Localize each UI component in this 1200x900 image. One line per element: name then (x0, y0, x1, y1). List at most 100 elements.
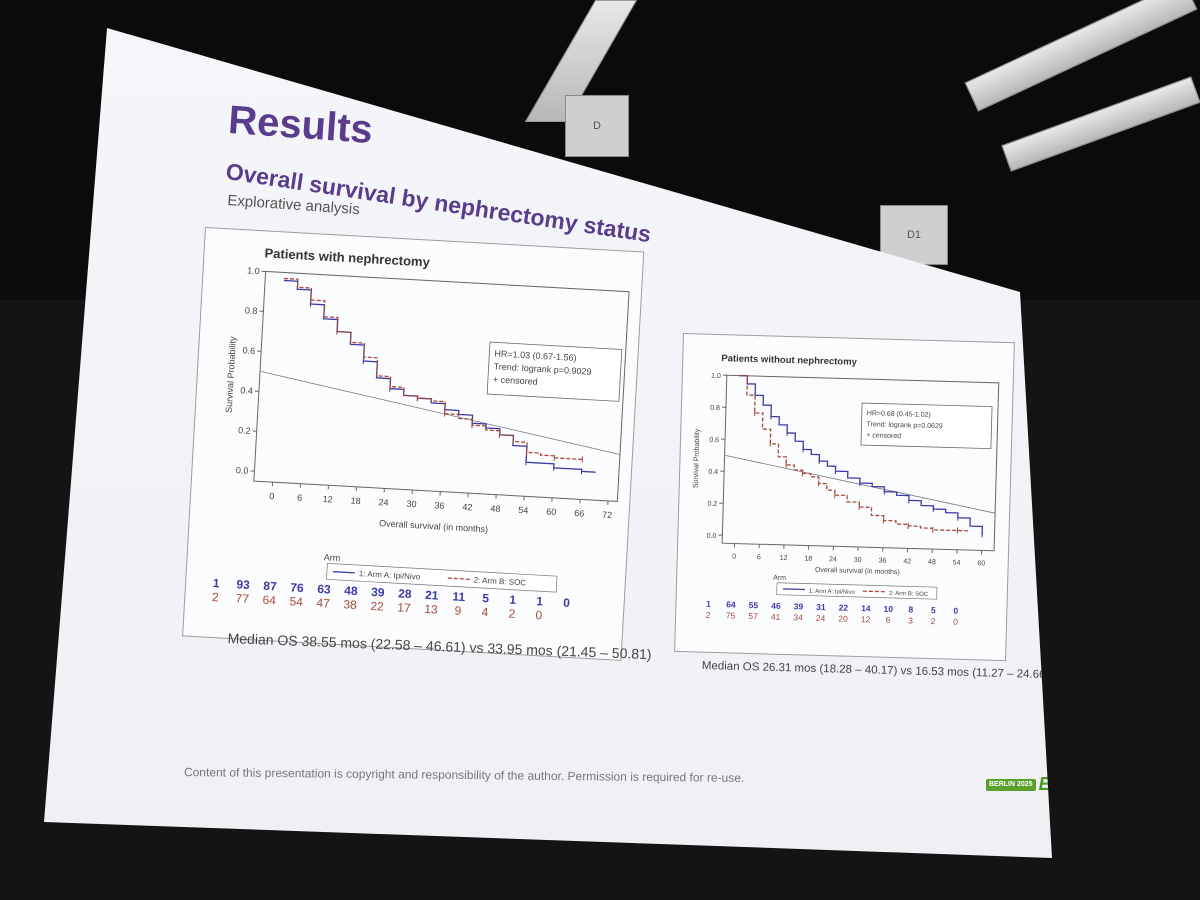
x-tick-label: 12 (780, 555, 788, 562)
y-tick-label: 0.0 (707, 533, 717, 540)
risk-count-arm-b: 2 (706, 610, 711, 620)
legend-box (776, 582, 938, 600)
km-panel-without-nephrectomy: Patients without nephrectomy 0.0 0.2 0.4 0.6… (674, 333, 1015, 662)
x-tick-label: 48 (928, 559, 936, 566)
risk-count-arm-b: 4 (481, 605, 489, 619)
risk-count-arm-b: 13 (424, 602, 438, 617)
x-tick-label: 66 (574, 508, 585, 519)
risk-count-arm-a: 76 (290, 580, 304, 595)
risk-count-arm-a: 10 (884, 604, 894, 614)
legend-label: 1: Arm A: Ipi/Nivo (809, 589, 856, 596)
median-os-right: Median OS 26.31 mos (18.28 – 40.17) vs 1… (701, 660, 1050, 682)
km-chart-with-nephrectomy: Patients with nephrectomy 0.0 0.2 0.4 0.6 0.8… (212, 245, 630, 622)
stats-line: HR=1.03 (0.67-1.56) (494, 348, 577, 363)
risk-count-arm-b: 75 (726, 610, 736, 620)
plot-frame (253, 270, 630, 502)
risk-count-arm-a: 28 (398, 586, 412, 601)
risk-count-arm-a: 1 (212, 576, 220, 590)
risk-count-arm-b: 24 (816, 613, 826, 623)
risk-count-arm-b: 2 (508, 607, 516, 621)
median-reference-line (259, 370, 621, 455)
risk-count-arm-b: 38 (343, 597, 357, 612)
chart-title: Patients with nephrectomy (264, 245, 431, 269)
risk-count-arm-b: 64 (262, 593, 276, 608)
risk-count-arm-a: 5 (931, 605, 936, 615)
risk-count-arm-a: 0 (953, 606, 958, 616)
risk-count-arm-a: 11 (452, 589, 466, 604)
chart-title: Patients without nephrectomy (721, 353, 858, 368)
legend-box (326, 562, 558, 593)
copyright-footer: Content of this presentation is copyrigh… (183, 765, 745, 785)
risk-count-arm-b: 57 (748, 611, 758, 621)
stats-line: + censored (493, 374, 538, 386)
risk-count-arm-a: 21 (425, 588, 439, 603)
room-sign-d: D (565, 95, 629, 157)
risk-count-arm-b: 22 (370, 599, 384, 614)
legend-title: Arm (323, 552, 340, 563)
y-tick-label: 0.6 (709, 437, 719, 444)
risk-count-arm-a: 5 (482, 591, 490, 605)
risk-count-arm-a: 0 (563, 596, 571, 610)
km-curve-arm-b (739, 374, 970, 532)
risk-count-arm-a: 22 (839, 602, 849, 612)
legend-label: 1: Arm A: Ipi/Nivo (359, 569, 421, 581)
risk-count-arm-b: 6 (886, 615, 891, 625)
x-tick-label: 36 (434, 500, 445, 511)
x-tick-label: 6 (757, 554, 761, 561)
y-tick-label: 0.2 (707, 501, 717, 508)
stats-line: + censored (866, 432, 901, 440)
y-tick-label: 0.4 (240, 385, 253, 396)
km-curve-arm-a (739, 374, 984, 535)
logo-badge: BERLIN 2025 (986, 778, 1036, 791)
risk-count-arm-b: 34 (793, 612, 803, 622)
y-tick-label: 1.0 (247, 265, 260, 276)
risk-count-arm-a: 63 (317, 582, 331, 597)
risk-count-arm-a: 46 (771, 601, 781, 611)
legend-swatch (447, 577, 470, 580)
km-panel-with-nephrectomy: Patients with nephrectomy 0.0 0.2 0.4 0.6 0.8… (182, 227, 645, 661)
risk-count-arm-b: 77 (235, 591, 249, 606)
x-tick-label: 24 (829, 556, 837, 563)
y-axis-label: Survival Probability (224, 336, 238, 413)
x-tick-label: 0 (269, 491, 275, 501)
km-chart-without-nephrectomy: Patients without nephrectomy 0.0 0.2 0.4 0.6… (693, 353, 1000, 627)
risk-count-arm-a: 64 (726, 599, 736, 609)
legend-swatch (862, 590, 885, 593)
risk-count-arm-a: 14 (861, 603, 871, 613)
legend-title: Arm (773, 575, 786, 582)
risk-count-arm-b: 0 (953, 617, 958, 627)
risk-count-arm-a: 55 (749, 600, 759, 610)
x-tick-label: 60 (546, 507, 557, 518)
stats-line: HR=0.68 (0.45-1.02) (867, 410, 931, 419)
x-tick-label: 48 (490, 503, 501, 514)
stats-box (486, 341, 623, 402)
slide-title: Results (226, 98, 375, 152)
risk-count-arm-b: 3 (908, 615, 913, 625)
risk-count-arm-b: 2 (212, 590, 220, 604)
esmo-logo: BERLIN 2025 ESMO congress (986, 774, 1052, 795)
legend-label: 2: Arm B: SOC (889, 591, 929, 598)
y-tick-label: 0.0 (236, 465, 249, 476)
x-tick-label: 60 (977, 560, 985, 567)
x-tick-label: 54 (953, 560, 961, 567)
x-tick-label: 54 (518, 505, 529, 516)
risk-count-arm-b: 0 (535, 608, 543, 622)
x-tick-label: 42 (903, 558, 911, 565)
y-tick-label: 1.0 (711, 373, 721, 380)
legend-swatch (782, 588, 805, 591)
risk-count-arm-a: 31 (816, 602, 826, 612)
risk-count-arm-a: 48 (344, 583, 358, 598)
risk-count-arm-b: 41 (771, 612, 781, 622)
risk-count-arm-a: 39 (794, 601, 804, 611)
risk-count-arm-a: 1 (706, 599, 711, 609)
y-tick-label: 0.8 (710, 405, 720, 412)
risk-count-arm-a: 93 (236, 577, 250, 592)
y-tick-label: 0.2 (238, 425, 251, 436)
x-tick-label: 36 (878, 558, 886, 565)
x-axis-label: Overall survival (in months) (379, 518, 488, 534)
risk-count-arm-b: 9 (454, 604, 462, 618)
x-tick-label: 24 (378, 497, 389, 508)
km-curve-arm-b (283, 277, 583, 461)
x-tick-label: 72 (602, 510, 613, 521)
x-tick-label: 42 (462, 502, 473, 513)
